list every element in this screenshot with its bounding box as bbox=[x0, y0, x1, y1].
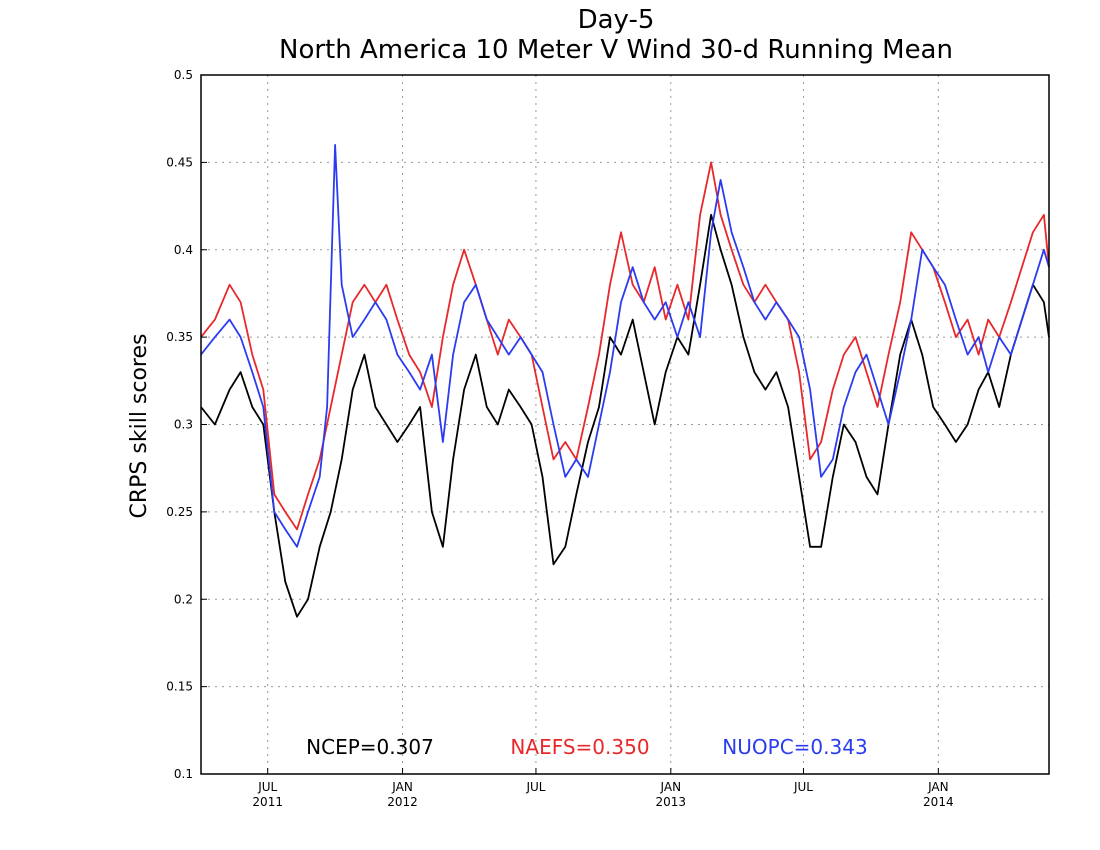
x-tick-year-label: 2011 bbox=[252, 795, 283, 809]
y-tick-label: 0.1 bbox=[174, 767, 193, 781]
legend-label-nuopc: NUOPC=0.343 bbox=[722, 735, 867, 759]
x-tick-month-label: JUL bbox=[793, 780, 813, 794]
y-tick-label: 0.25 bbox=[166, 505, 193, 519]
x-tick-year-label: 2013 bbox=[656, 795, 687, 809]
legend-label-naefs: NAEFS=0.350 bbox=[510, 735, 649, 759]
series-line-ncep bbox=[200, 213, 1050, 618]
y-tick-label: 0.35 bbox=[166, 330, 193, 344]
chart-subtitle: North America 10 Meter V Wind 30-d Runni… bbox=[279, 35, 953, 65]
x-tick-year-label: 2012 bbox=[387, 795, 418, 809]
x-tick-month-label: JUL bbox=[525, 780, 545, 794]
y-axis-label: CRPS skill scores bbox=[127, 334, 152, 519]
x-tick-month-label: JUL bbox=[257, 780, 277, 794]
x-tick-month-label: JAN bbox=[660, 780, 682, 794]
gridlines bbox=[201, 75, 1049, 774]
legend: NCEP=0.307 NAEFS=0.350 NUOPC=0.343 bbox=[306, 735, 868, 759]
legend-label-ncep: NCEP=0.307 bbox=[306, 735, 434, 759]
y-tick-label: 0.2 bbox=[174, 592, 193, 606]
series-layer bbox=[200, 143, 1050, 618]
x-tick-year-label: 2014 bbox=[923, 795, 954, 809]
x-tick-month-label: JAN bbox=[391, 780, 413, 794]
y-tick-label: 0.15 bbox=[166, 680, 193, 694]
y-tick-label: 0.3 bbox=[174, 418, 193, 432]
chart-title: Day-5 bbox=[578, 5, 655, 35]
axes: 0.10.150.20.250.30.350.40.450.5JUL2011JA… bbox=[166, 68, 953, 809]
y-tick-label: 0.4 bbox=[174, 243, 193, 257]
series-line-nuopc bbox=[200, 143, 1050, 548]
x-tick-month-label: JAN bbox=[927, 780, 949, 794]
y-tick-label: 0.5 bbox=[174, 68, 193, 82]
y-tick-label: 0.45 bbox=[166, 155, 193, 169]
